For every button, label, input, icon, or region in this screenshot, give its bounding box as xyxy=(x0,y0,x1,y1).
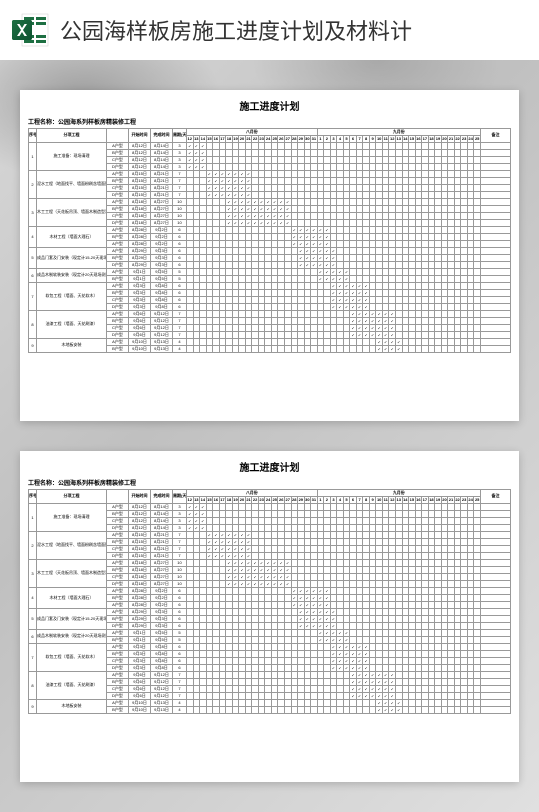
table-row: 6成品木制软装安装（现定计20天现场测量定制）A户型9月1日9月5日5 xyxy=(29,268,511,275)
sheet-preview-1[interactable]: 施工进度计划工程名称：公园海系列样板房精装修工程序号分项工程开始时间完成时间周期… xyxy=(20,90,519,421)
table-row: 7软包工程（墙面、天花软木）A户型9月3日9月8日6 xyxy=(29,282,511,289)
table-row: 4木材工程（墙面大理石）A户型8月28日9月2日6 xyxy=(29,226,511,233)
page-title: 公园海样板房施工进度计划及材料计 xyxy=(60,14,412,46)
sheet-title: 施工进度计划 xyxy=(28,98,511,113)
gantt-table: 序号分项工程开始时间完成时间周期(天)八月份九月份备注1213141516171… xyxy=(28,128,511,353)
excel-icon xyxy=(10,10,50,50)
sheet-preview-2[interactable]: 施工进度计划工程名称：公园海系列样板房精装修工程序号分项工程开始时间完成时间周期… xyxy=(20,451,519,782)
table-row: 8油漆工程（墙面、天花刷漆）A户型9月6日9月12日7 xyxy=(29,310,511,317)
table-row: 6成品木制软装安装（现定计20天现场测量定制）A户型9月1日9月5日5 xyxy=(29,629,511,636)
table-row: 5成品门套及门安装（现定计15-20天现场测量定制）A户型8月29日9月3日6 xyxy=(29,247,511,254)
table-row: 9木地板安装A户型9月10日9月13日4 xyxy=(29,699,511,706)
table-row: 1施工准备：现场清理A户型8月12日8月14日3 xyxy=(29,142,511,149)
gantt-table: 序号分项工程开始时间完成时间周期(天)八月份九月份备注1213141516171… xyxy=(28,489,511,714)
table-row: 4木材工程（墙面大理石）A户型8月28日9月2日6 xyxy=(29,587,511,594)
app-header: 公园海样板房施工进度计划及材料计 xyxy=(0,0,539,60)
table-row: 1施工准备：现场清理A户型8月12日8月14日3 xyxy=(29,503,511,510)
table-row: 9木地板安装A户型9月10日9月13日4 xyxy=(29,338,511,345)
content-area: 施工进度计划工程名称：公园海系列样板房精装修工程序号分项工程开始时间完成时间周期… xyxy=(0,60,539,812)
table-row: 7软包工程（墙面、天花软木）A户型9月3日9月8日6 xyxy=(29,643,511,650)
sheet-title: 施工进度计划 xyxy=(28,459,511,474)
table-row: 5成品门套及门安装（现定计15-20天现场测量定制）A户型8月29日9月3日6 xyxy=(29,608,511,615)
table-row: 2泥水工程（地面找平、墙面粉刷含墙面腻子）A户型8月15日8月21日7 xyxy=(29,170,511,177)
table-row: 8油漆工程（墙面、天花刷漆）A户型9月6日9月12日7 xyxy=(29,671,511,678)
project-name: 工程名称：公园海系列样板房精装修工程 xyxy=(28,117,511,126)
project-name: 工程名称：公园海系列样板房精装修工程 xyxy=(28,478,511,487)
table-row: 3木工工程（天花板吊顶、墙面木制造型）A户型8月18日8月27日10 xyxy=(29,198,511,205)
table-row: 2泥水工程（地面找平、墙面粉刷含墙面腻子）A户型8月15日8月21日7 xyxy=(29,531,511,538)
table-row: 3木工工程（天花板吊顶、墙面木制造型）A户型8月18日8月27日10 xyxy=(29,559,511,566)
